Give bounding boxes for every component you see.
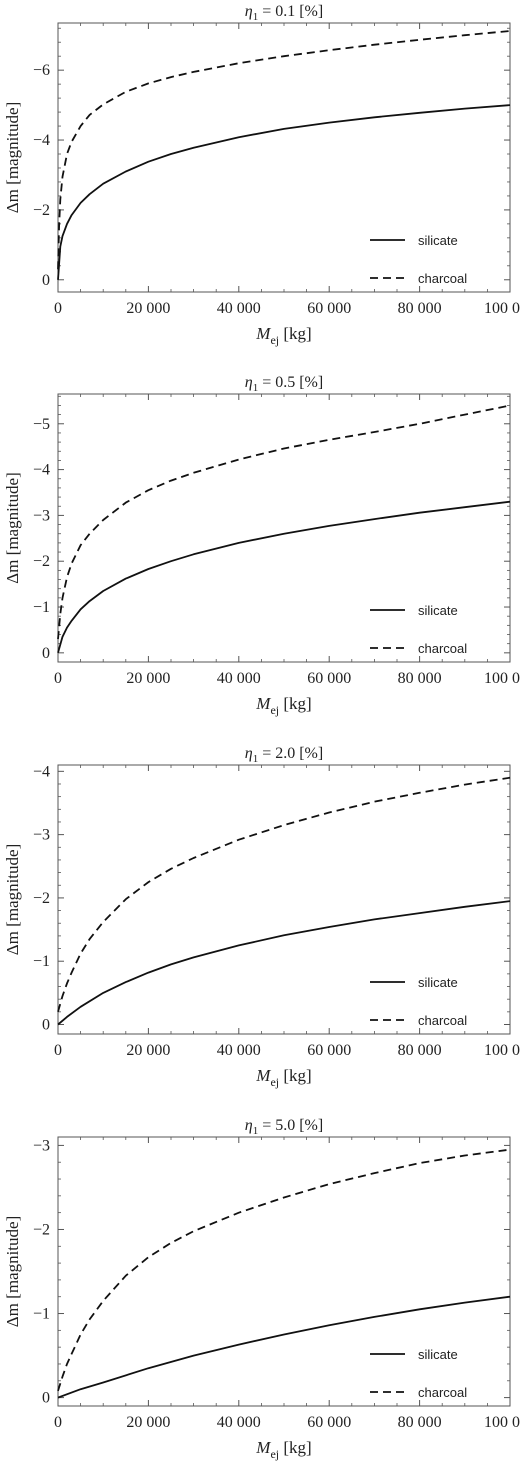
y-tick-label: −2 (33, 553, 50, 570)
series-line-silicate (57, 104, 511, 280)
series-line-silicate (57, 900, 511, 1026)
x-tick-label: 100 000 (484, 1414, 520, 1431)
x-tick-label: 80 000 (398, 300, 442, 317)
x-tick-label: 80 000 (398, 1042, 442, 1059)
series-line-charcoal (57, 776, 511, 1013)
y-tick-label: −2 (33, 202, 50, 219)
x-tick-label: 40 000 (217, 670, 261, 687)
y-axis-label: Δm [magnitude] (3, 1216, 22, 1328)
x-axis-label: Mej [kg] (255, 1438, 311, 1461)
x-tick-label: 20 000 (126, 1042, 170, 1059)
y-tick-label: −3 (33, 1137, 50, 1154)
y-tick-label: 0 (42, 645, 50, 662)
x-tick-label: 40 000 (217, 1042, 261, 1059)
x-tick-label: 0 (54, 670, 62, 687)
y-axis-label: Δm [magnitude] (3, 102, 22, 214)
x-tick-label: 80 000 (398, 1414, 442, 1431)
series-line-silicate (57, 1295, 511, 1399)
plot-frame (57, 22, 511, 293)
y-tick-label: −6 (33, 62, 50, 79)
x-axis-label: Mej [kg] (255, 1066, 311, 1089)
x-axis-label: Mej [kg] (255, 324, 311, 347)
x-axis-label: Mej [kg] (255, 694, 311, 717)
y-axis-label: Δm [magnitude] (3, 472, 22, 584)
chart-title: η1 = 0.5 [%] (245, 374, 323, 394)
y-tick-label: 0 (42, 272, 50, 289)
x-tick-label: 40 000 (217, 300, 261, 317)
x-tick-label: 0 (54, 300, 62, 317)
y-tick-label: −1 (33, 599, 50, 616)
legend-label-charcoal: charcoal (418, 271, 467, 286)
y-tick-label: 0 (42, 1017, 50, 1034)
legend-label-charcoal: charcoal (418, 1013, 467, 1028)
x-tick-label: 20 000 (126, 300, 170, 317)
y-tick-label: −4 (33, 132, 50, 149)
chart-panel-3: η1 = 2.0 [%] 0 20 000 40 000 60 000 80 000 100… (3, 745, 520, 1089)
series-line-charcoal (57, 404, 511, 640)
x-tick-label: 0 (54, 1042, 62, 1059)
chart-panel-4: η1 = 5.0 [%] 0 20 000 40 000 60 000 80 000 100… (3, 1117, 520, 1461)
x-tick-label: 20 000 (126, 1414, 170, 1431)
y-tick-label: 0 (42, 1390, 50, 1407)
x-tick-label: 100 000 (484, 670, 520, 687)
y-tick-label: −4 (33, 763, 50, 780)
y-tick-label: −1 (33, 953, 50, 970)
series-line-silicate (57, 500, 511, 654)
x-tick-label: 60 000 (307, 300, 351, 317)
legend-label-silicate: silicate (418, 975, 458, 990)
plot-frame (57, 393, 511, 663)
y-tick-label: −1 (33, 1306, 50, 1323)
y-tick-label: −2 (33, 890, 50, 907)
x-tick-label: 20 000 (126, 670, 170, 687)
y-tick-label: −4 (33, 462, 50, 479)
legend-label-silicate: silicate (418, 233, 458, 248)
x-tick-label: 100 000 (484, 300, 520, 317)
plot-frame (57, 1136, 511, 1407)
y-tick-label: −2 (33, 1221, 50, 1238)
x-tick-label: 60 000 (307, 670, 351, 687)
series-line-charcoal (57, 30, 511, 270)
chart-title: η1 = 2.0 [%] (245, 745, 323, 765)
x-tick-label: 60 000 (307, 1414, 351, 1431)
y-tick-label: −3 (33, 827, 50, 844)
chart-panel-2: η1 = 0.5 [%] 0 20 000 40 000 60 000 80 000 100… (3, 374, 520, 717)
y-tick-label: −5 (33, 416, 50, 433)
x-tick-label: 0 (54, 1414, 62, 1431)
x-tick-label: 100 000 (484, 1042, 520, 1059)
chart-title: η1 = 5.0 [%] (245, 1117, 323, 1137)
legend-label-silicate: silicate (418, 1347, 458, 1362)
chart-title: η1 = 0.1 [%] (245, 3, 323, 23)
chart-panel-1: η1 = 0.1 [%] 0 20 000 40 000 60 000 80 000 100… (3, 3, 520, 347)
y-axis-label: Δm [magnitude] (3, 844, 22, 956)
x-tick-label: 80 000 (398, 670, 442, 687)
x-tick-label: 60 000 (307, 1042, 351, 1059)
y-tick-label: −3 (33, 507, 50, 524)
legend-label-charcoal: charcoal (418, 641, 467, 656)
legend-label-charcoal: charcoal (418, 1385, 467, 1400)
x-tick-label: 40 000 (217, 1414, 261, 1431)
legend-label-silicate: silicate (418, 603, 458, 618)
